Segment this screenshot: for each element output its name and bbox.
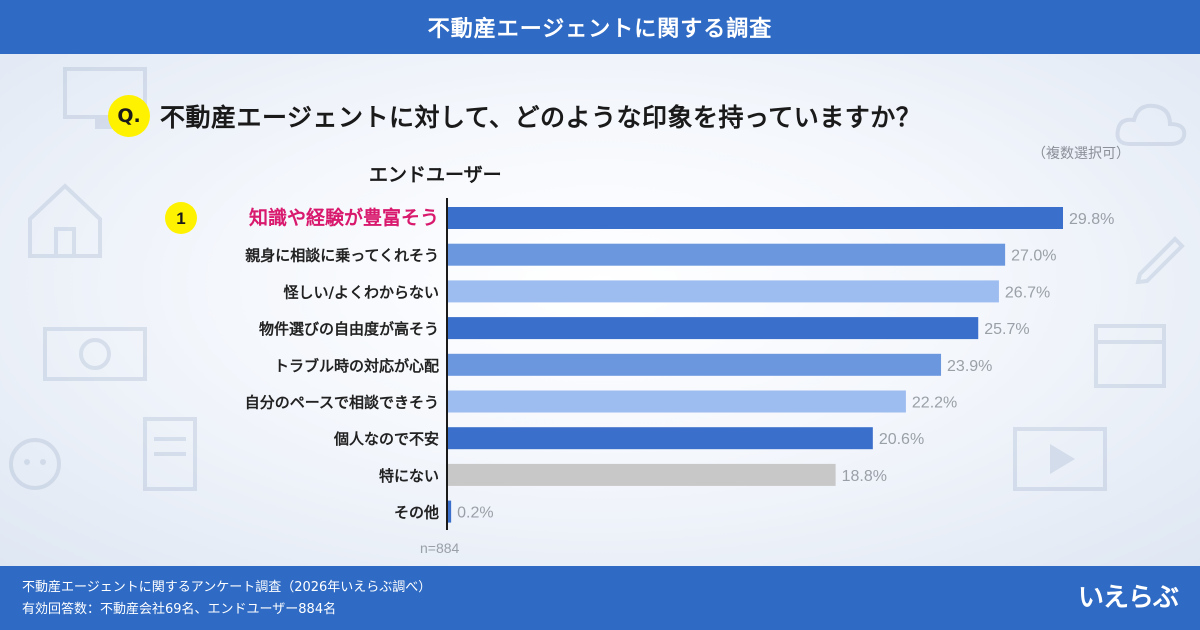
footer-banner: 不動産エージェントに関するアンケート調査（2026年いえらぶ調べ） 有効回答数：… bbox=[0, 566, 1200, 630]
header-title: 不動産エージェントに関する調査 bbox=[427, 17, 773, 42]
category-label-9: その他 bbox=[394, 504, 439, 522]
house-icon bbox=[28, 183, 102, 258]
money-icon bbox=[43, 327, 147, 381]
monitor-icon bbox=[63, 67, 147, 129]
survey-source: 不動産エージェントに関するアンケート調査（2026年いえらぶ調べ） bbox=[22, 580, 432, 595]
value-label-6: 22.2% bbox=[912, 395, 957, 412]
category-label-7: 個人なので不安 bbox=[333, 430, 439, 448]
category-label-2: 親身に相談に乗ってくれそう bbox=[245, 247, 439, 265]
respondent-count: 有効回答数：不動産会社69名、エンドユーザー884名 bbox=[22, 602, 337, 617]
calendar-icon bbox=[1094, 324, 1166, 388]
pencil-icon bbox=[1135, 236, 1185, 284]
bar-7 bbox=[447, 427, 873, 450]
value-label-2: 27.0% bbox=[1011, 248, 1056, 265]
value-label-8: 18.8% bbox=[842, 468, 887, 485]
category-label-3: 怪しい/よくわからない bbox=[284, 283, 439, 301]
bar-2 bbox=[447, 243, 1006, 266]
cloud-icon bbox=[1115, 103, 1187, 146]
mascot-icon bbox=[9, 438, 61, 490]
question-badge: Q. bbox=[108, 95, 150, 137]
multiple-choice-note: （複数選択可） bbox=[1032, 146, 1130, 162]
category-label-8: 特にない bbox=[379, 467, 439, 485]
question-text: 不動産エージェントに対して、どのような印象を持っていますか？ bbox=[160, 103, 922, 132]
bar-8 bbox=[447, 463, 836, 486]
value-label-5: 23.9% bbox=[947, 358, 992, 375]
respondent-group-label: エンドユーザー bbox=[369, 164, 502, 186]
rank-badge bbox=[165, 202, 197, 234]
sample-size-label: n=884 bbox=[420, 540, 460, 556]
value-label-3: 26.7% bbox=[1005, 284, 1050, 301]
value-label-1: 29.8% bbox=[1069, 211, 1114, 228]
video-icon bbox=[1013, 427, 1107, 491]
header-banner: 不動産エージェントに関する調査 bbox=[0, 0, 1200, 54]
category-label-1: 知識や経験が豊富そう bbox=[249, 206, 439, 229]
bar-9 bbox=[447, 500, 452, 523]
bar-6 bbox=[447, 390, 906, 413]
brand-logo: いえらぶ bbox=[1077, 583, 1179, 613]
value-label-4: 25.7% bbox=[984, 321, 1029, 338]
bar-4 bbox=[447, 317, 979, 340]
bar-1 bbox=[447, 207, 1063, 229]
bar-5 bbox=[447, 353, 942, 376]
rank-badge-number: 1 bbox=[176, 209, 185, 228]
category-label-4: 物件選びの自由度が高そう bbox=[259, 320, 439, 338]
bar-3 bbox=[447, 280, 999, 303]
value-label-7: 20.6% bbox=[879, 431, 924, 448]
category-label-5: トラブル時の対応が心配 bbox=[274, 357, 439, 375]
document-icon bbox=[143, 417, 197, 491]
category-label-6: 自分のペースで相談できそう bbox=[245, 394, 439, 412]
value-label-9: 0.2% bbox=[457, 505, 493, 522]
question-heading: Q. 不動産エージェントに対して、どのような印象を持っていますか？ bbox=[108, 95, 922, 137]
